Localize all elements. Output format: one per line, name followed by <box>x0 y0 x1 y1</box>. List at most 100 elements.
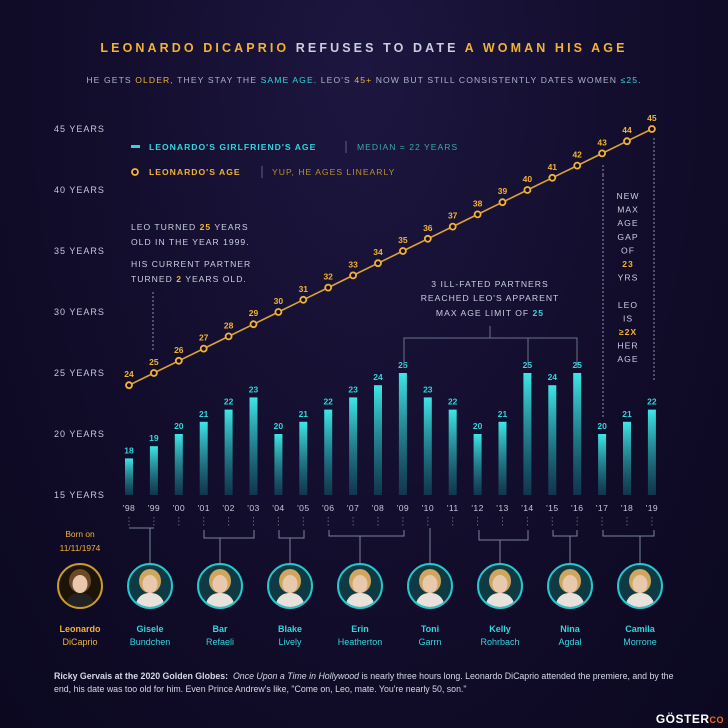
annotation-max-line2: REACHED LEO'S APPARENT <box>421 293 560 303</box>
person-connector <box>328 530 405 563</box>
x-tick-label: '06 <box>322 503 334 513</box>
leo-age-point <box>374 259 382 268</box>
subtitle-older: OLDER <box>135 75 171 85</box>
girlfriend-age-bar <box>125 458 133 495</box>
quote: Ricky Gervais at the 2020 Golden Globes:… <box>54 670 684 696</box>
leo-age-label: 26 <box>174 345 184 355</box>
leo-age-point <box>598 149 606 158</box>
girlfriend-age-label: 23 <box>348 384 358 394</box>
girlfriend-age-label: 18 <box>124 445 134 455</box>
person-name: Erin Heatherton <box>320 623 400 649</box>
annotation-max-bracket <box>403 326 578 368</box>
watermark-main: GÖSTER <box>655 712 710 726</box>
girlfriend-age-label: 19 <box>149 433 159 443</box>
person-first-name: Toni <box>420 624 440 634</box>
annotation-gap-text: MAX <box>617 205 639 215</box>
leo-age-point <box>149 369 158 377</box>
person-kelly: Kelly Rohrbach <box>460 563 540 649</box>
annotation-1999-line3: HIS CURRENT PARTNER <box>131 259 251 269</box>
person-name: Gisele Bundchen <box>110 623 190 649</box>
subtitle-45plus: 45+ <box>354 75 373 85</box>
girlfriend-age-label: 22 <box>647 397 657 407</box>
portrait-icon <box>485 569 515 607</box>
person-erin: Erin Heatherton <box>320 563 400 649</box>
leo-age-point <box>423 234 432 243</box>
y-tick-label: 30 YEARS <box>54 307 105 317</box>
person-blake: Blake Lively <box>250 563 330 649</box>
title-mid: REFUSES TO DATE <box>289 41 465 55</box>
portrait-icon <box>205 569 235 607</box>
x-tick-label: '07 <box>347 503 359 513</box>
portrait-icon <box>555 569 585 607</box>
x-tick-label: '15 <box>546 503 558 513</box>
x-tick-label: '19 <box>646 503 658 513</box>
page-title: LEONARDO DICAPRIO REFUSES TO DATE A WOMA… <box>0 41 728 55</box>
girlfriend-age-bar <box>199 421 208 495</box>
annotation-1999-line1-part: LEO TURNED <box>131 222 200 232</box>
annotation-1999-line2: OLD IN THE YEAR 1999. <box>131 237 250 247</box>
leo-age-label: 42 <box>572 150 582 160</box>
avatar <box>477 563 523 609</box>
girlfriend-age-bar <box>249 397 258 495</box>
quote-film: Once Upon a Time in Hollywood <box>232 671 360 681</box>
leo-age-label: 40 <box>523 174 533 184</box>
x-tick-label: '17 <box>596 503 608 513</box>
legend-girlfriend-label: LEONARDO'S GIRLFRIEND'S AGE <box>149 142 316 152</box>
x-tick-label: '16 <box>571 503 583 513</box>
x-tick-label: '08 <box>372 503 384 513</box>
person-first-name: Leonardo <box>59 624 101 634</box>
leo-age-label: 43 <box>597 137 607 147</box>
annotation-max-line3-part: MAX AGE LIMIT OF <box>436 308 533 318</box>
girlfriend-age-bar <box>224 409 233 495</box>
person-first-name: Gisele <box>136 624 164 634</box>
y-tick-label: 45 YEARS <box>54 124 105 134</box>
annotation-max-line3: MAX AGE LIMIT OF 25 <box>436 308 544 318</box>
avatar <box>57 563 103 609</box>
avatar <box>547 563 593 609</box>
person-first-name: Nina <box>560 624 580 634</box>
legend-point-swatch <box>131 168 139 176</box>
leo-age-point <box>448 222 457 231</box>
annotation-gap-text: 23 <box>622 259 634 269</box>
annotation-gap-text: YRS <box>618 273 639 283</box>
leo-age-point <box>274 308 283 316</box>
leo-age-label: 44 <box>622 125 632 135</box>
subtitle-part: HE GETS <box>86 75 136 85</box>
girlfriend-age-label: 24 <box>548 372 558 382</box>
leo-age-label: 30 <box>274 296 284 306</box>
y-tick-label: 20 YEARS <box>54 429 105 439</box>
girlfriend-age-bar <box>598 434 607 495</box>
legend-bar-swatch <box>131 145 140 148</box>
avatar <box>337 563 383 609</box>
leo-age-label: 41 <box>548 162 558 172</box>
quote-speaker: Ricky Gervais at the 2020 Golden Globes: <box>54 671 229 681</box>
person-last-name: Agdal <box>558 637 582 647</box>
leo-age-point <box>548 173 557 182</box>
girlfriend-age-label: 22 <box>224 397 234 407</box>
page-subtitle: HE GETS OLDER, THEY STAY THE SAME AGE. L… <box>0 75 728 85</box>
annotation-1999-line4-part: 2 <box>176 274 182 284</box>
x-tick-label: '11 <box>447 503 459 513</box>
y-tick-label: 15 YEARS <box>54 490 105 500</box>
annotation-gap-text: ≥2X <box>619 327 637 337</box>
portrait-icon <box>345 569 375 607</box>
x-tick-label: '02 <box>222 503 234 513</box>
person-first-name: Kelly <box>489 624 511 634</box>
person-toni: Toni Garrn <box>390 563 470 649</box>
girlfriend-age-label: 23 <box>423 384 433 394</box>
person-name: Leonardo DiCaprio <box>40 623 120 649</box>
person-last-name: Heatherton <box>337 637 383 647</box>
girlfriend-age-bar <box>647 409 656 495</box>
x-tick-label: '00 <box>173 503 185 513</box>
leo-age-label: 33 <box>348 259 358 269</box>
girlfriend-age-label: 22 <box>323 397 333 407</box>
leo-age-label: 24 <box>124 369 134 379</box>
x-tick-label: '05 <box>297 503 309 513</box>
person-name: Kelly Rohrbach <box>460 623 540 649</box>
girlfriend-age-bar <box>398 373 407 495</box>
avatar <box>197 563 243 609</box>
subtitle-same-age: SAME AGE <box>260 75 314 85</box>
person-connector <box>129 527 154 563</box>
leo-age-point <box>573 161 582 170</box>
leo-age-point <box>324 283 333 292</box>
